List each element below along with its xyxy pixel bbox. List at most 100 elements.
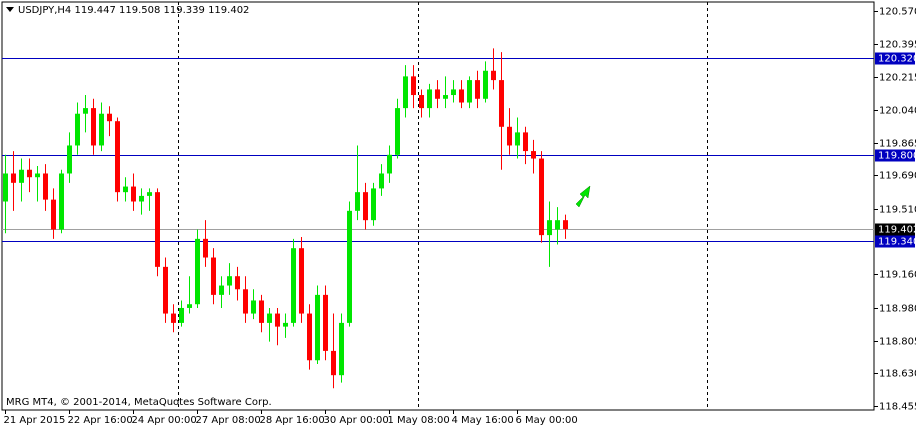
candle-body — [555, 220, 560, 229]
candle-body — [43, 173, 48, 199]
candle-body — [315, 295, 320, 360]
candle-body — [339, 323, 344, 375]
x-tick-label: 4 May 16:00 — [452, 415, 514, 426]
candle-body — [227, 276, 232, 285]
candle-body — [427, 89, 432, 108]
candle-body — [547, 220, 552, 235]
candle-body — [475, 80, 480, 99]
candle-body — [147, 192, 152, 196]
plot-frame — [2, 2, 874, 410]
candle-body — [435, 89, 440, 98]
candle-body — [259, 300, 264, 322]
level-label: 119.340 — [878, 237, 916, 248]
candle-body — [507, 127, 512, 146]
candle-body — [419, 95, 424, 108]
candle-body — [179, 308, 184, 323]
candle-body — [155, 192, 160, 267]
y-tick-label: 118.455 — [879, 402, 916, 413]
y-tick-label: 119.865 — [879, 139, 916, 150]
candle-body — [11, 173, 16, 182]
candle-body — [531, 151, 536, 158]
bid-label: 119.402 — [878, 225, 916, 236]
candle-body — [379, 173, 384, 188]
candle-body — [459, 89, 464, 102]
candle-body — [59, 173, 64, 229]
candle-body — [451, 89, 456, 95]
candle-body — [371, 188, 376, 220]
y-tick-label: 119.510 — [879, 205, 916, 216]
level-label: 120.320 — [878, 54, 916, 65]
candle-body — [467, 80, 472, 102]
candle-body — [331, 351, 336, 375]
level-label: 119.800 — [878, 151, 916, 162]
candle-body — [51, 200, 56, 230]
candle-body — [163, 267, 168, 314]
candle-body — [411, 76, 416, 95]
y-tick-label: 119.160 — [879, 270, 916, 281]
candle-body — [515, 132, 520, 145]
x-tick-label: 21 Apr 2015 — [4, 415, 66, 426]
candle-body — [251, 300, 256, 313]
y-tick-label: 120.395 — [879, 40, 916, 51]
y-tick-label: 119.690 — [879, 171, 916, 182]
candle-body — [291, 248, 296, 323]
candle-body — [387, 155, 392, 174]
candle-body — [299, 248, 304, 313]
candle-body — [483, 71, 488, 99]
candle-body — [275, 314, 280, 327]
candle-body — [203, 239, 208, 258]
candle-body — [235, 276, 240, 289]
candle-body — [443, 95, 448, 99]
candle-body — [195, 239, 200, 304]
copyright: MRG MT4, © 2001-2014, MetaQuotes Softwar… — [6, 397, 272, 408]
candle-body — [187, 304, 192, 308]
chart-title: USDJPY,H4 119.447 119.508 119.339 119.40… — [18, 5, 249, 16]
x-tick-label: 30 Apr 00:00 — [324, 415, 389, 426]
candle-body — [131, 187, 136, 202]
candle-body — [27, 170, 32, 177]
candle-body — [523, 132, 528, 151]
candle-body — [219, 286, 224, 295]
x-tick-label: 27 Apr 08:00 — [196, 415, 261, 426]
candle-body — [67, 145, 72, 173]
candle-body — [3, 173, 8, 201]
candle-body — [499, 80, 504, 127]
x-tick-label: 24 Apr 00:00 — [132, 415, 197, 426]
candle-body — [363, 192, 368, 220]
candle-body — [139, 196, 144, 202]
candle-body — [283, 323, 288, 327]
y-tick-label: 118.980 — [879, 304, 916, 315]
candle-body — [403, 76, 408, 108]
candle-body — [267, 314, 272, 323]
candle-body — [347, 211, 352, 323]
y-tick-label: 120.570 — [879, 7, 916, 18]
candle-body — [211, 258, 216, 295]
candle-body — [107, 114, 112, 121]
candle-body — [75, 114, 80, 146]
candle-body — [91, 108, 96, 145]
candle-body — [491, 71, 496, 80]
candle-body — [35, 173, 40, 177]
x-tick-label: 1 May 08:00 — [388, 415, 450, 426]
x-tick-label: 22 Apr 16:00 — [68, 415, 133, 426]
candle-body — [171, 314, 176, 323]
candle-body — [323, 295, 328, 351]
candle-body — [395, 108, 400, 155]
candle-body — [355, 192, 360, 211]
candle-body — [99, 114, 104, 146]
y-tick-label: 118.805 — [879, 337, 916, 348]
candle-body — [19, 170, 24, 183]
candle-body — [115, 121, 120, 192]
x-tick-label: 6 May 00:00 — [516, 415, 578, 426]
candle-body — [307, 314, 312, 361]
y-tick-label: 120.040 — [879, 106, 916, 117]
candle-body — [123, 187, 128, 193]
candle-body — [539, 159, 544, 236]
y-tick-label: 120.215 — [879, 73, 916, 84]
candle-body — [243, 289, 248, 313]
y-tick-label: 118.630 — [879, 369, 916, 380]
candle-body — [83, 108, 88, 114]
x-tick-label: 28 Apr 16:00 — [260, 415, 325, 426]
candle-body — [563, 220, 568, 229]
